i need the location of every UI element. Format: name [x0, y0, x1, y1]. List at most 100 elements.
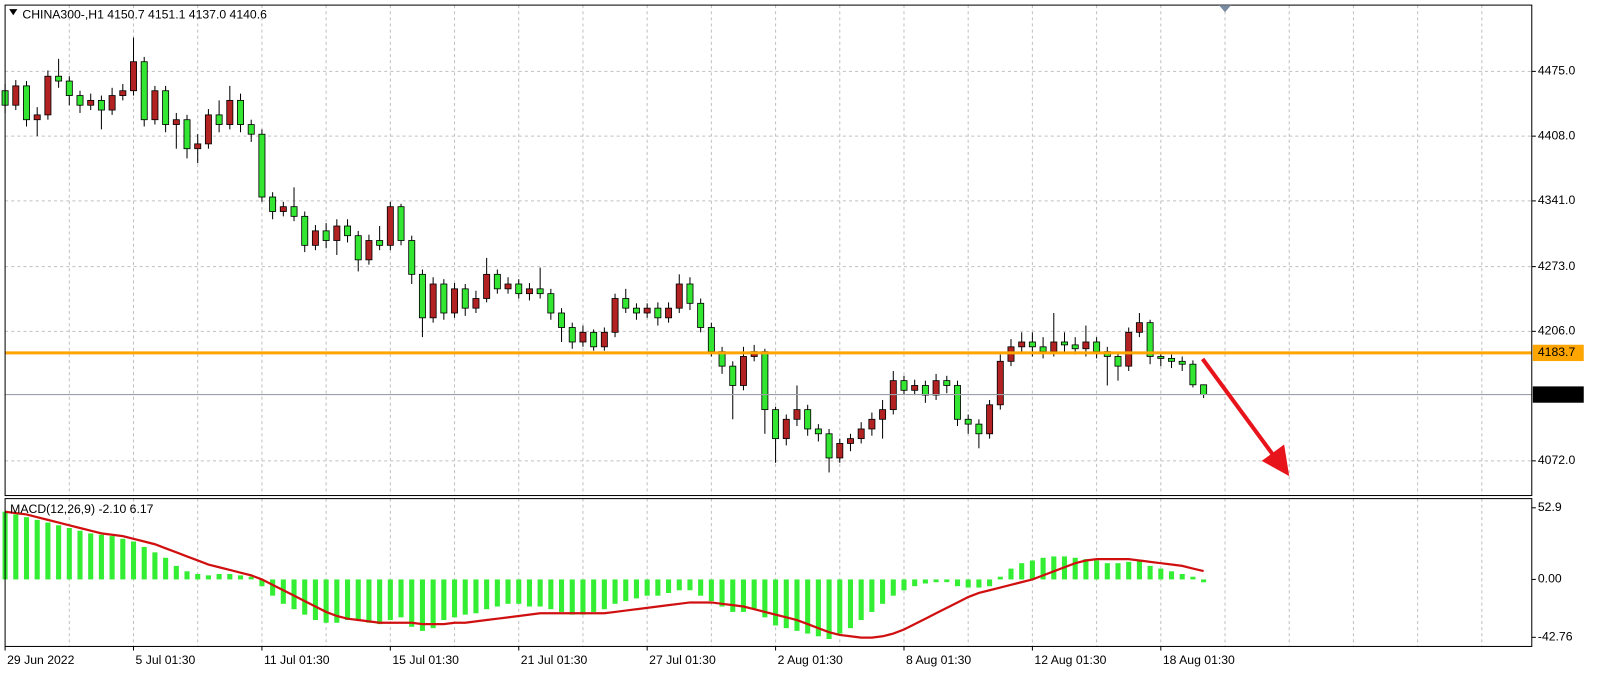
macd-bar [655, 579, 661, 596]
macd-bar [1104, 563, 1110, 580]
macd-bar [601, 579, 607, 610]
last-price-label: 4140.6 [1538, 387, 1576, 401]
candle-body [44, 75, 52, 116]
candle-body [932, 380, 940, 396]
candle-body [558, 312, 566, 328]
candle-body [707, 327, 715, 353]
x-tick-label: 21 Jul 01:30 [521, 653, 588, 667]
candle-body [1082, 341, 1090, 350]
macd-bar [666, 579, 672, 593]
arrow-shaft [1200, 357, 1278, 461]
y-tick-label: 4408.0 [1538, 128, 1576, 142]
macd-bar [612, 579, 618, 604]
candle-body [344, 225, 351, 237]
macd-bar [997, 576, 1003, 580]
macd-bar [837, 579, 843, 634]
macd-bar [805, 579, 811, 634]
candle-body [311, 230, 319, 246]
annotation-arrow [1200, 357, 1290, 477]
candle-body [579, 331, 587, 343]
macd-bar [1029, 560, 1035, 580]
candle-body [804, 409, 812, 430]
macd-bar [1168, 571, 1175, 580]
candle-body [119, 90, 127, 96]
macd-bar [698, 579, 704, 596]
macd-bar [1190, 576, 1196, 580]
candle-body [814, 428, 822, 435]
marks-layer: 4475.0 4408.0 4341.0 4273.0 4206.0 4072.0 29 J… [1, 37, 1584, 667]
arrow-head [1261, 444, 1290, 477]
candle-body [654, 307, 662, 319]
candle-body [729, 365, 737, 386]
macd-bar [548, 579, 554, 610]
x-tick-label: 15 Jul 01:30 [392, 653, 459, 667]
macd-bar [312, 579, 318, 621]
x-tick-label: 18 Aug 01:30 [1163, 653, 1235, 667]
candle-body [600, 331, 608, 348]
candle-body [761, 351, 769, 411]
candle-body [172, 119, 180, 125]
macd-bar [901, 579, 907, 591]
macd-bar [1136, 560, 1142, 580]
macd-bar [34, 519, 40, 580]
macd-bar [77, 530, 83, 580]
level-label-bg [1532, 344, 1584, 362]
candle-body [65, 80, 73, 96]
candle-body [986, 404, 994, 435]
candle-body [33, 114, 41, 121]
candle-body [493, 273, 501, 290]
candle-body [23, 85, 30, 121]
macd-bar [569, 579, 575, 615]
macd-bar [869, 579, 875, 612]
macd-bar [537, 579, 543, 607]
macd-bar [1179, 574, 1185, 580]
candle-body [429, 283, 437, 319]
macd-bar [751, 579, 757, 610]
title-triangle [9, 9, 18, 16]
macd-bar [815, 579, 821, 637]
macd-bar [216, 574, 222, 580]
macd-bar [398, 579, 404, 618]
macd-bar [773, 579, 779, 626]
macd-bar [1072, 557, 1078, 580]
candle-body [247, 124, 255, 135]
macd-bar [591, 579, 597, 612]
macd-bar [1126, 561, 1132, 580]
macd-bar [13, 514, 19, 580]
macd-bar [109, 536, 115, 580]
macd-bar [141, 546, 147, 580]
candle-body [397, 206, 405, 241]
candle-body [515, 283, 523, 295]
macd-bar [933, 579, 939, 583]
candle-body [1028, 341, 1036, 348]
candle-body [194, 143, 202, 150]
x-tick-label: 29 Jun 2022 [7, 653, 74, 667]
macd-bar [334, 579, 340, 623]
x-tick-label: 12 Aug 01:30 [1034, 653, 1106, 667]
candle-body [1178, 360, 1186, 365]
candle-body [793, 409, 801, 420]
candle-body [1135, 322, 1143, 333]
candle-body [204, 114, 212, 145]
signal-line [4, 510, 1204, 639]
macd-bar [56, 525, 62, 580]
macd-bar [377, 579, 383, 625]
candle-body [1125, 331, 1133, 367]
macd-bar [409, 579, 415, 627]
candle-body [921, 385, 929, 396]
candle-body [964, 418, 972, 425]
candle-body [440, 283, 448, 314]
candle-body [12, 85, 20, 106]
macd-bar [912, 579, 918, 587]
candle-body [568, 327, 576, 343]
candle-body [461, 288, 469, 309]
candle-body [825, 433, 833, 459]
candle-body [847, 438, 854, 444]
candle-body [611, 298, 619, 333]
macd-bar [783, 579, 789, 629]
level-label: 4183.7 [1538, 345, 1576, 359]
x-tick-label: 8 Aug 01:30 [906, 653, 971, 667]
candle-body [140, 61, 148, 121]
candle-body [226, 99, 234, 125]
candle-body [451, 288, 459, 314]
